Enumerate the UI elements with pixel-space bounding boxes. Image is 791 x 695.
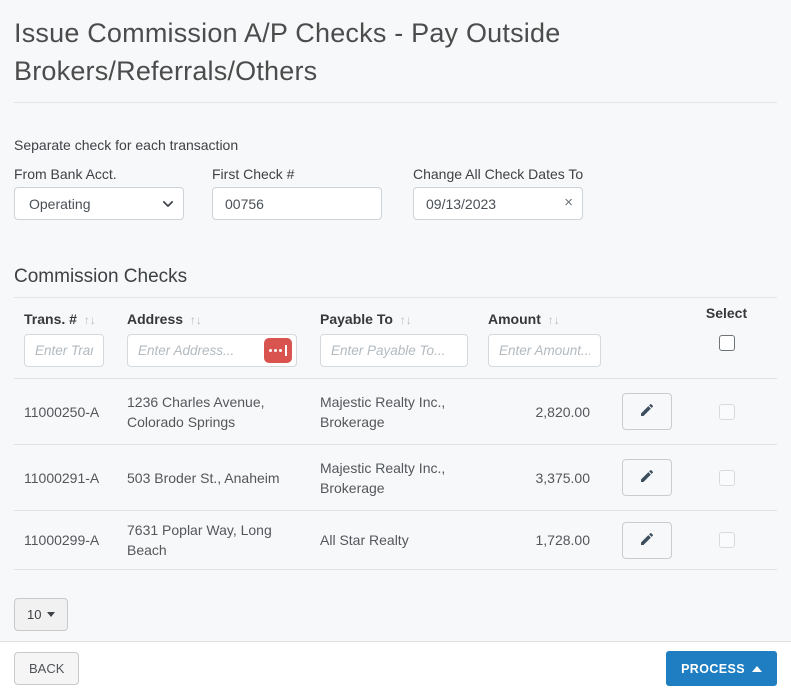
table-header-row: Trans. # ↑↓ Address ↑↓ Payable To ↑↓ Amo… xyxy=(14,298,777,379)
commission-checks-heading: Commission Checks xyxy=(14,266,777,298)
column-amount: Amount ↑↓ xyxy=(488,311,608,367)
select-all-checkbox[interactable] xyxy=(718,335,735,351)
sort-icon[interactable]: ↑↓ xyxy=(547,313,560,327)
column-address: Address ↑↓ xyxy=(127,311,320,367)
pencil-icon xyxy=(639,402,655,421)
process-button-label: PROCESS xyxy=(681,661,745,676)
column-trans: Trans. # ↑↓ xyxy=(24,311,127,367)
page-title: Issue Commission A/P Checks - Pay Outsid… xyxy=(14,10,777,103)
page-size-dropdown[interactable]: 10 xyxy=(14,598,69,631)
pencil-icon xyxy=(639,531,655,550)
table-row: 11000250-A 1236 Charles Avenue, Colorado… xyxy=(14,379,777,445)
row-payable: Majestic Realty Inc., Brokerage xyxy=(320,459,446,496)
row-payable: Majestic Realty Inc., Brokerage xyxy=(320,393,446,430)
check-dates-input[interactable] xyxy=(413,187,583,220)
column-select: Select xyxy=(694,305,777,351)
row-amount: 1,728.00 xyxy=(535,532,591,548)
edit-row-button[interactable] xyxy=(622,521,672,559)
address-lookup-button[interactable] xyxy=(264,338,292,363)
row-address: 7631 Poplar Way, Long Beach xyxy=(127,522,272,558)
page-size-value: 10 xyxy=(27,607,42,622)
clear-date-icon[interactable]: × xyxy=(564,194,573,211)
bank-account-label: From Bank Acct. xyxy=(14,166,117,182)
bank-account-field: From Bank Acct. Operating xyxy=(14,166,184,220)
row-trans: 11000299-A xyxy=(24,532,100,548)
sort-icon[interactable]: ↑↓ xyxy=(189,313,202,327)
separate-check-note: Separate check for each transaction xyxy=(14,137,239,153)
amount-filter-input[interactable] xyxy=(488,334,601,367)
sort-icon[interactable]: ↑↓ xyxy=(399,313,412,327)
row-select-checkbox[interactable] xyxy=(718,469,735,486)
first-check-input[interactable] xyxy=(212,187,382,220)
caret-up-icon xyxy=(752,665,762,672)
table-row: 11000299-A 7631 Poplar Way, Long Beach A… xyxy=(14,511,777,570)
column-payable: Payable To ↑↓ xyxy=(320,311,488,367)
check-dates-label: Change All Check Dates To xyxy=(413,166,584,182)
column-payable-label: Payable To xyxy=(320,311,393,327)
row-select-checkbox[interactable] xyxy=(718,403,735,420)
sort-icon[interactable]: ↑↓ xyxy=(83,313,96,327)
row-trans: 11000291-A xyxy=(24,469,100,486)
pencil-icon xyxy=(639,468,655,487)
first-check-field: First Check # xyxy=(212,166,382,220)
first-check-label: First Check # xyxy=(212,166,295,182)
row-address: 1236 Charles Avenue, Colorado Springs xyxy=(127,393,265,430)
check-options-form: From Bank Acct. Operating First Check # … xyxy=(14,166,777,220)
table-row: 11000291-A 503 Broder St., Anaheim Majes… xyxy=(14,445,777,511)
trans-filter-input[interactable] xyxy=(24,334,104,367)
row-amount: 2,820.00 xyxy=(535,403,591,420)
edit-row-button[interactable] xyxy=(622,459,672,496)
payable-filter-input[interactable] xyxy=(320,334,468,367)
footer-bar: BACK PROCESS xyxy=(0,641,791,695)
row-payable: All Star Realty xyxy=(320,532,409,548)
main-content: Issue Commission A/P Checks - Pay Outsid… xyxy=(14,10,777,631)
row-amount: 3,375.00 xyxy=(535,469,591,486)
row-select-checkbox[interactable] xyxy=(718,532,735,548)
check-dates-field: Change All Check Dates To × xyxy=(413,166,583,220)
back-button[interactable]: BACK xyxy=(14,652,80,685)
edit-row-button[interactable] xyxy=(622,393,672,430)
row-trans: 11000250-A xyxy=(24,403,100,420)
caret-down-icon xyxy=(47,612,56,617)
process-button[interactable]: PROCESS xyxy=(666,651,777,686)
column-select-label: Select xyxy=(705,305,748,321)
column-address-label: Address xyxy=(127,311,184,327)
column-trans-label: Trans. # xyxy=(24,311,77,327)
ellipsis-cursor-icon xyxy=(269,345,287,356)
column-amount-label: Amount xyxy=(488,311,541,327)
row-address: 503 Broder St., Anaheim xyxy=(127,469,280,486)
bank-account-select[interactable]: Operating xyxy=(14,187,184,220)
